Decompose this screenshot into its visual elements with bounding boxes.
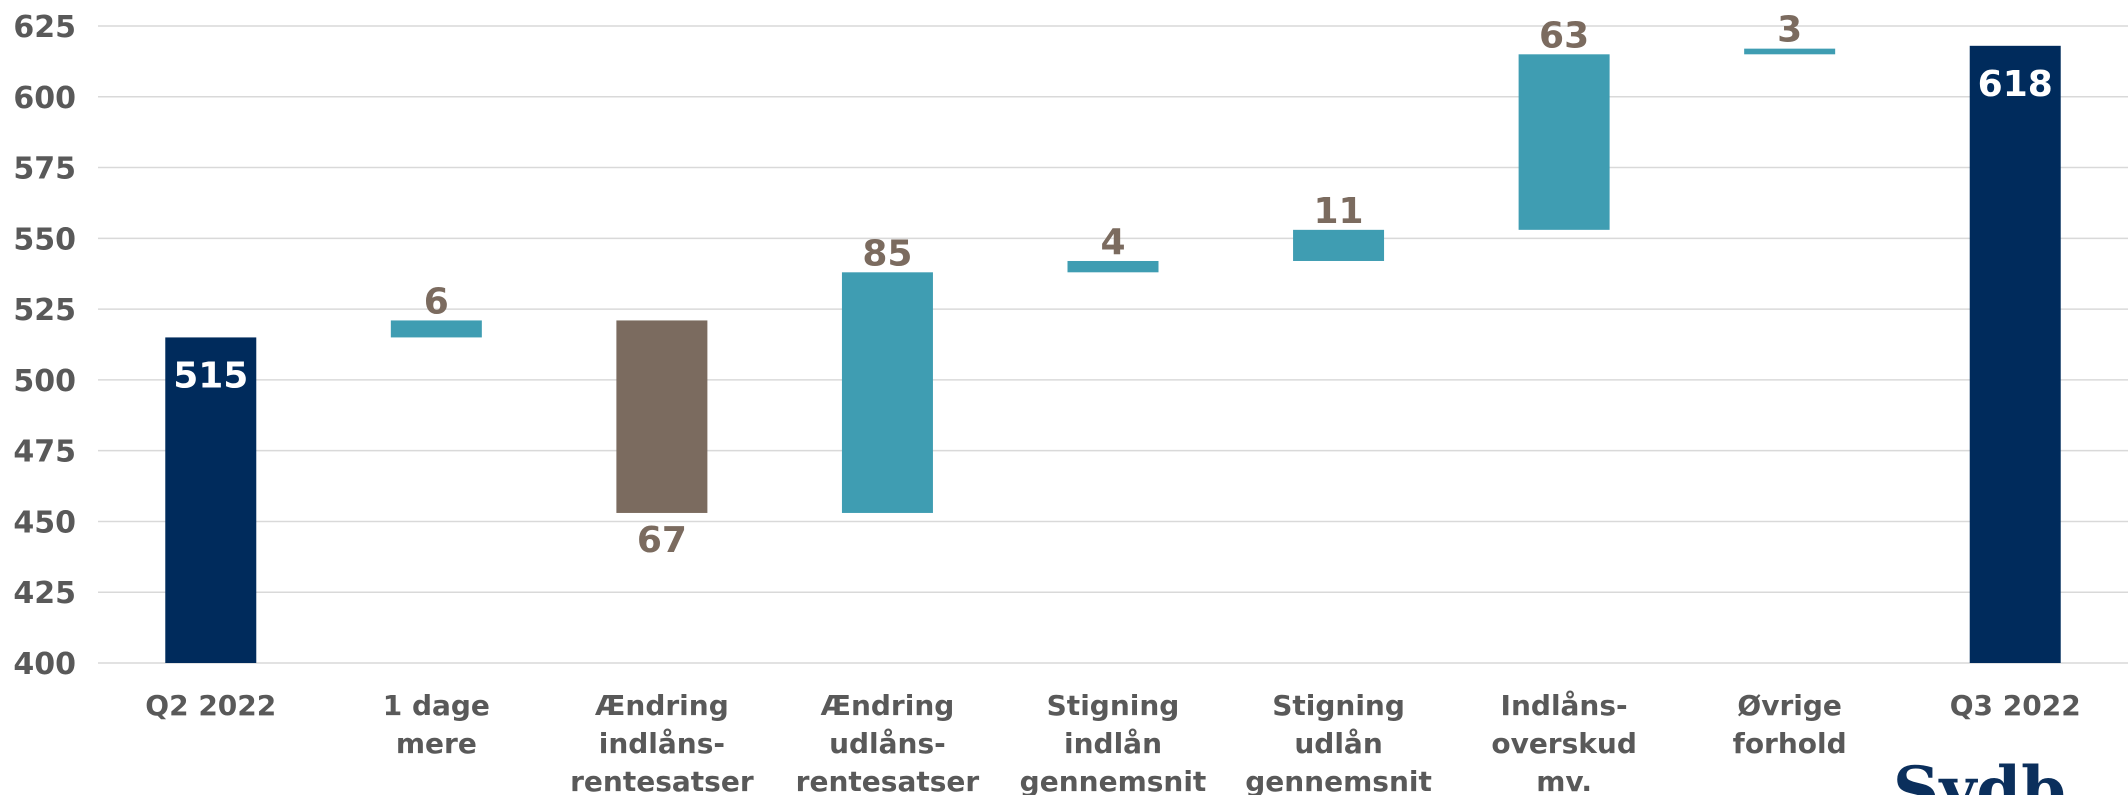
data-label: 11 xyxy=(1314,191,1364,232)
bar-increase xyxy=(1067,260,1159,273)
bar-increase xyxy=(1293,229,1385,261)
bar-decrease xyxy=(616,320,708,513)
bar-total xyxy=(165,337,257,663)
category-label: mv. xyxy=(1536,765,1592,795)
bar-total xyxy=(1969,45,2061,664)
category-label: Q2 2022 xyxy=(145,689,276,722)
bank-logo: Sydb xyxy=(1893,753,2066,795)
category-label: Stigning xyxy=(1272,689,1405,722)
grid-lines xyxy=(98,25,2128,664)
category-label: rentesatser xyxy=(570,765,754,795)
y-tick-label: 525 xyxy=(13,293,76,328)
category-label: gennemsnit xyxy=(1020,765,1207,795)
category-label: gennemsnit xyxy=(1245,765,1432,795)
bar-increase xyxy=(1518,54,1610,230)
bar-increase xyxy=(390,320,482,338)
data-label: 63 xyxy=(1539,15,1589,56)
y-axis-ticks: 400 425 450 475 500 525 550 575 600 625 xyxy=(13,10,76,682)
category-label: Q3 2022 xyxy=(1950,689,2081,722)
data-label: 85 xyxy=(862,233,912,274)
category-label: Indlåns- xyxy=(1501,689,1628,722)
y-tick-label: 550 xyxy=(13,222,76,257)
y-tick-label: 625 xyxy=(13,10,76,45)
data-label: 618 xyxy=(1978,64,2053,105)
y-tick-label: 450 xyxy=(13,505,76,540)
bar-increase xyxy=(1744,48,1836,55)
bar-increase xyxy=(841,272,933,513)
category-label: udlån xyxy=(1294,727,1382,760)
category-label: Stigning xyxy=(1047,689,1180,722)
category-label: indlån xyxy=(1064,727,1162,760)
data-label: 4 xyxy=(1100,222,1125,263)
category-label: Øvrige xyxy=(1737,689,1842,722)
data-label: 6 xyxy=(424,281,449,322)
category-label: mere xyxy=(396,727,477,760)
x-axis-categories: Q2 2022 1 dage mere Ændring indlåns-rentesat… xyxy=(145,689,2080,795)
category-label: indlåns- xyxy=(599,727,725,760)
category-label: udlåns- xyxy=(829,727,946,760)
category-label: 1 dage xyxy=(383,689,490,722)
y-tick-label: 575 xyxy=(13,152,76,187)
y-tick-label: 475 xyxy=(13,435,76,470)
bars xyxy=(165,45,2061,664)
y-tick-label: 500 xyxy=(13,364,76,399)
data-labels: 515 6 67 85 4 11 63 3 618 xyxy=(173,10,2053,561)
data-label: 3 xyxy=(1777,10,1802,51)
y-tick-label: 400 xyxy=(13,647,76,682)
category-label: Ændring xyxy=(821,689,955,722)
category-label: rentesatser xyxy=(796,765,980,795)
data-label: 67 xyxy=(637,520,687,561)
y-tick-label: 425 xyxy=(13,576,76,611)
logo-text: Sydb xyxy=(1893,753,2066,795)
y-tick-label: 600 xyxy=(13,81,76,116)
category-label: overskud xyxy=(1491,727,1637,760)
data-label: 515 xyxy=(173,355,248,396)
category-label: Ændring xyxy=(595,689,729,722)
category-label: forhold xyxy=(1733,727,1847,760)
